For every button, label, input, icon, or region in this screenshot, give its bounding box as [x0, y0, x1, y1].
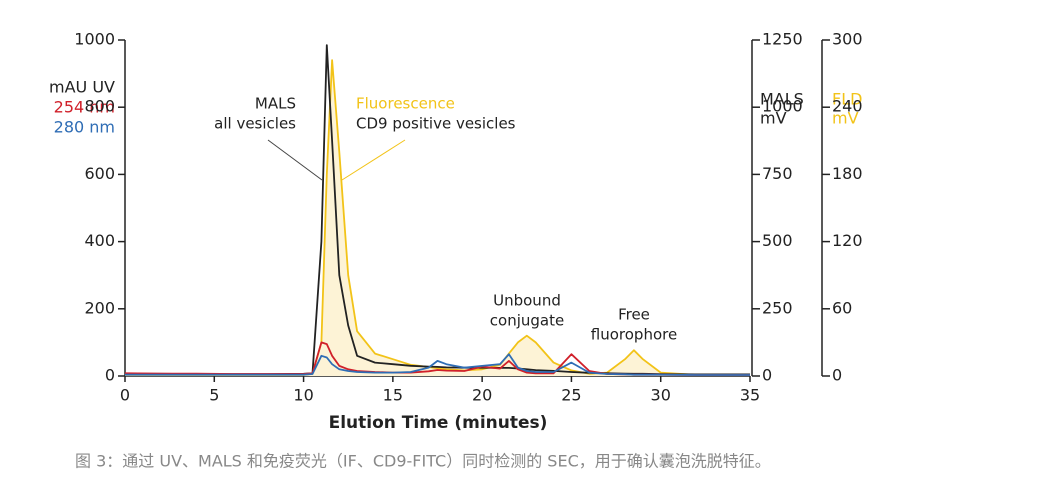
x-tick-label: 30 — [651, 386, 671, 405]
y-tick-label: 200 — [84, 298, 115, 317]
y-tick-label: 600 — [84, 164, 115, 183]
x-tick-label: 10 — [293, 386, 313, 405]
x-axis-label: Elution Time (minutes) — [329, 413, 548, 433]
annotation: MALS — [255, 95, 296, 113]
x-tick-label: 0 — [120, 386, 130, 405]
y2-axis-label: mV — [760, 109, 787, 128]
x-tick-label: 15 — [383, 386, 403, 405]
legend-label: 254 nm — [54, 98, 115, 117]
y-tick-label: 1250 — [762, 30, 803, 49]
annotation: all vesicles — [214, 115, 296, 133]
x-tick-label: 5 — [209, 386, 219, 405]
y-tick-label: 250 — [762, 298, 793, 317]
annotation: fluorophore — [591, 326, 677, 344]
annotation: Fluorescence — [356, 95, 455, 113]
y-tick-label: 750 — [762, 164, 793, 183]
y-tick-label: 1000 — [762, 97, 803, 116]
y-tick-label: 300 — [832, 30, 863, 49]
y-tick-label: 240 — [832, 97, 863, 116]
x-tick-label: 25 — [561, 386, 581, 405]
y-tick-label: 1000 — [74, 30, 115, 49]
annotation: Free — [618, 306, 650, 324]
y-axis-label: mAU UV — [49, 78, 115, 97]
y3-series-label: FLD — [832, 90, 862, 109]
y-tick-label: 0 — [762, 366, 772, 385]
annotation: conjugate — [490, 312, 564, 330]
y-tick-label: 400 — [84, 231, 115, 250]
y-tick-label: 0 — [832, 366, 842, 385]
caption: 图 3：通过 UV、MALS 和免疫荧光（IF、CD9-FITC）同时检测的 S… — [75, 452, 771, 471]
y3-axis-label: mV — [832, 109, 859, 128]
y-tick-label: 120 — [832, 231, 863, 250]
series-line — [125, 353, 750, 376]
legend-label: 280 nm — [54, 118, 115, 137]
x-tick-label: 20 — [472, 386, 492, 405]
annotation: CD9 positive vesicles — [356, 115, 516, 133]
y-tick-label: 0 — [105, 366, 115, 385]
x-tick-label: 35 — [740, 386, 760, 405]
y-tick-label: 60 — [832, 298, 852, 317]
y-tick-label: 500 — [762, 231, 793, 250]
leader-line — [341, 139, 406, 181]
leader-line — [267, 139, 323, 181]
y-tick-label: 180 — [832, 164, 863, 183]
y2-series-label: MALS — [760, 90, 804, 109]
annotation: Unbound — [493, 292, 561, 310]
y-tick-label: 800 — [84, 97, 115, 116]
